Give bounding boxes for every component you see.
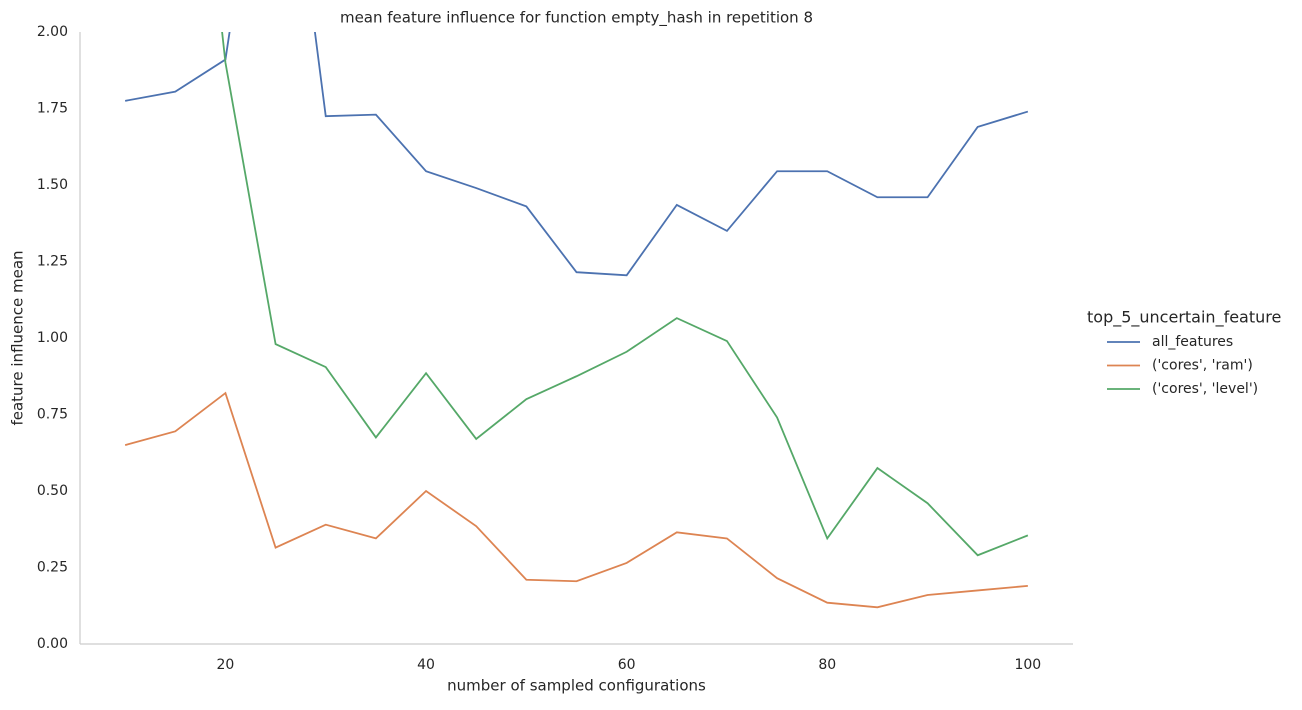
line-series [124, 391, 1028, 609]
chart-title: mean feature influence for function empt… [340, 9, 813, 28]
y-axis-label: feature influence mean [9, 250, 27, 425]
x-tick-label: 80 [818, 657, 836, 673]
y-tick-label: 0.25 [37, 560, 68, 576]
line-series [124, 32, 1029, 277]
plot-area [124, 32, 1029, 609]
y-tick-label: 1.75 [37, 101, 68, 117]
y-tick-label: 1.00 [37, 330, 68, 346]
legend-title: top_5_uncertain_feature [1087, 308, 1281, 328]
x-tick-label: 60 [618, 657, 636, 673]
y-tick-label: 0.75 [37, 407, 68, 423]
y-tick-label: 0.50 [37, 483, 68, 499]
x-tick-label: 100 [1014, 657, 1041, 673]
legend-label: ('cores', 'ram') [1152, 358, 1253, 374]
x-tick-label: 20 [217, 657, 235, 673]
x-tick-label: 40 [417, 657, 435, 673]
y-tick-label: 0.00 [37, 636, 68, 652]
y-tick-label: 1.50 [37, 177, 68, 193]
legend-label: ('cores', 'level') [1152, 381, 1258, 397]
y-tick-label: 1.25 [37, 254, 68, 270]
line-series [221, 32, 1029, 557]
x-axis-label: number of sampled configurations [447, 677, 706, 695]
legend-label: all_features [1152, 334, 1233, 350]
y-tick-label: 2.00 [37, 24, 68, 40]
